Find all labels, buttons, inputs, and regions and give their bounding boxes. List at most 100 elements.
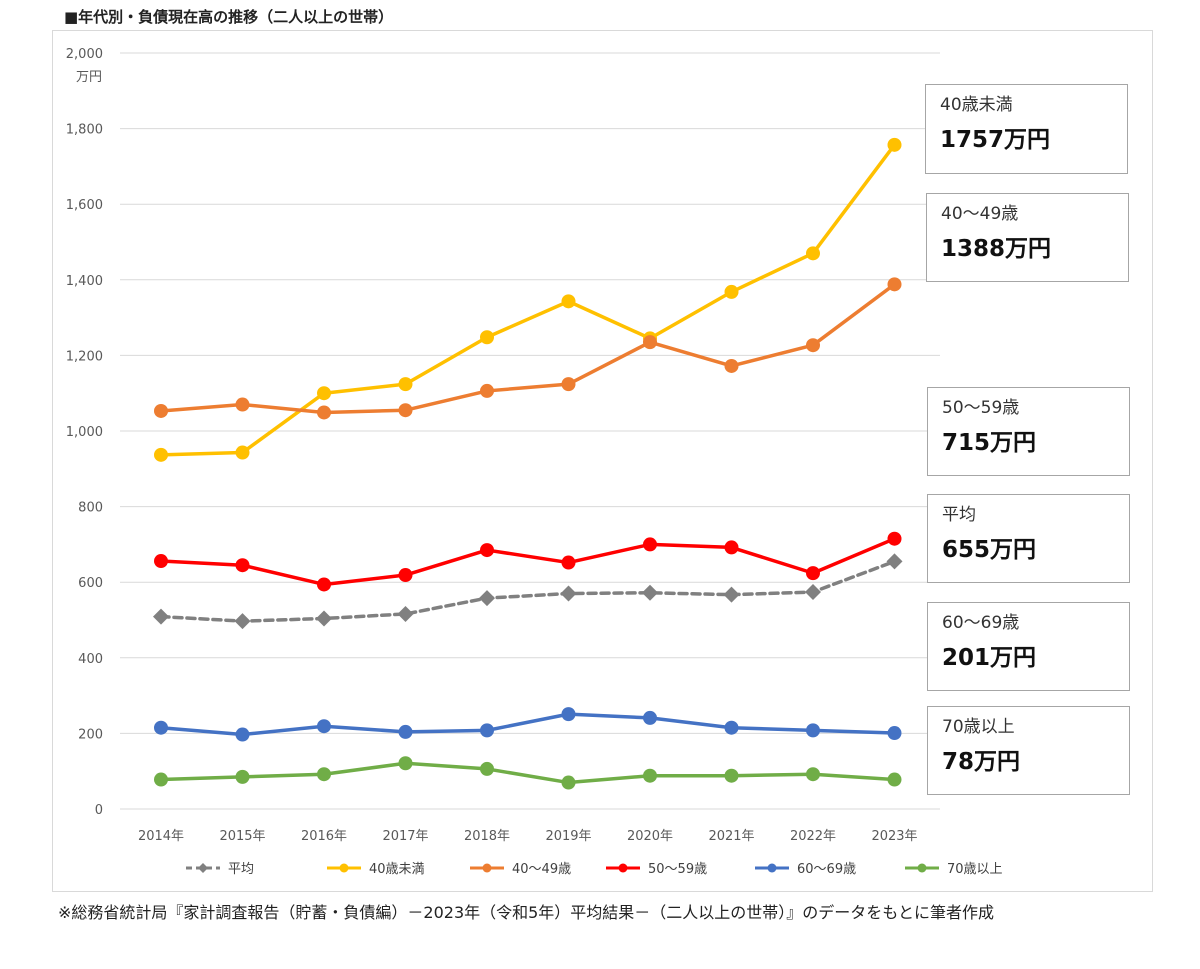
data-point (887, 726, 902, 741)
data-point (317, 386, 331, 401)
callout-60s: 60～69歳 201万円 (927, 602, 1130, 691)
legend-marker (618, 863, 628, 873)
legend-label: 40～49歳 (512, 862, 571, 877)
y-tick-label: 1,200 (66, 349, 103, 364)
data-point (398, 756, 413, 771)
data-point (398, 724, 413, 739)
legend-label: 50～59歳 (648, 862, 707, 877)
callout-label: 平均 (942, 505, 976, 525)
callout-value: 655万円 (942, 537, 1037, 563)
data-point (480, 761, 494, 776)
data-point (235, 769, 250, 784)
data-point (806, 767, 820, 782)
data-point (806, 338, 820, 353)
series-line (159, 282, 897, 415)
y-tick-label: 800 (78, 501, 103, 516)
data-point (724, 720, 739, 735)
x-tick-label: 2023年 (871, 829, 917, 844)
data-point (154, 720, 168, 735)
y-tick-label: 400 (78, 652, 103, 667)
callout-label: 40歳未満 (940, 95, 1013, 115)
data-point (398, 403, 413, 418)
data-point (724, 768, 739, 783)
callout-40s: 40～49歳 1388万円 (926, 193, 1129, 282)
data-point (235, 558, 250, 573)
data-point (316, 610, 332, 627)
callout-label: 60～69歳 (942, 613, 1020, 633)
data-point (724, 358, 739, 373)
legend-item: 40～49歳 (470, 862, 571, 877)
callout-value: 1388万円 (941, 236, 1052, 262)
y-tick-label: 1,400 (66, 274, 103, 289)
y-unit-label: 万円 (76, 70, 102, 85)
x-tick-label: 2015年 (219, 829, 265, 844)
data-point (560, 585, 577, 602)
source-note: ※総務省統計局『家計調査報告（貯蓄・負債編）－2023年（令和5年）平均結果－（… (58, 903, 994, 922)
data-point (561, 377, 576, 392)
data-point (806, 723, 820, 738)
legend-item: 50～59歳 (606, 862, 707, 877)
y-axis: 2,000 1,800 1,600 1,400 1,200 1,000 800 600 400 2… (66, 47, 103, 818)
data-point (561, 294, 576, 309)
series-40歳未満 (154, 137, 902, 462)
legend-item: 70歳以上 (905, 862, 1003, 877)
series-line (159, 761, 897, 785)
callout-under-40: 40歳未満 1757万円 (925, 84, 1128, 174)
data-point (642, 584, 658, 601)
data-point (235, 445, 250, 460)
callout-value: 201万円 (942, 645, 1037, 671)
series-60～69歳 (154, 707, 902, 742)
data-point (805, 584, 821, 601)
legend-label: 平均 (228, 862, 254, 877)
series-40～49歳 (154, 277, 902, 420)
data-point (723, 586, 740, 603)
series-line (159, 536, 897, 587)
legend-item: 40歳未満 (327, 862, 425, 877)
data-point (480, 330, 494, 345)
series-line (159, 143, 897, 457)
series-50～59歳 (154, 531, 902, 592)
chart-title: ■年代別・負債現在高の推移（二人以上の世帯） (64, 8, 394, 26)
data-point (398, 568, 413, 583)
data-point (886, 553, 903, 570)
data-point (561, 707, 576, 722)
data-point (234, 613, 251, 630)
x-tick-label: 2020年 (627, 829, 673, 844)
legend-label: 70歳以上 (947, 862, 1003, 877)
data-point (643, 537, 657, 552)
series-line (159, 712, 897, 737)
data-point (317, 767, 331, 782)
legend: 平均 40歳未満 40～49歳 50～59歳 60～69歳 70歳以上 (186, 862, 1003, 877)
data-point (561, 775, 576, 790)
data-point (154, 447, 168, 462)
callout-value: 715万円 (942, 430, 1037, 456)
y-tick-label: 1,600 (66, 198, 103, 213)
data-point (887, 137, 902, 152)
gridlines (120, 52, 940, 810)
legend-marker (917, 863, 927, 873)
data-point (398, 377, 413, 392)
x-tick-label: 2017年 (382, 829, 428, 844)
callout-50s: 50～59歳 715万円 (927, 387, 1130, 476)
data-point (235, 727, 250, 742)
x-tick-label: 2019年 (545, 829, 591, 844)
legend-label: 40歳未満 (369, 862, 425, 877)
x-axis: 2014年 2015年 2016年 2017年 2018年 2019年 2020年 2021年… (138, 829, 918, 844)
series-平均 (153, 553, 903, 630)
callout-value: 1757万円 (940, 127, 1051, 153)
y-tick-label: 2,000 (66, 47, 103, 62)
data-point (154, 554, 168, 569)
data-point (153, 608, 169, 625)
data-point (724, 540, 739, 555)
x-tick-label: 2018年 (464, 829, 510, 844)
series-layer (153, 137, 903, 790)
data-point (724, 284, 739, 299)
data-point (479, 590, 495, 607)
data-point (480, 723, 494, 738)
y-tick-label: 0 (95, 803, 103, 818)
x-tick-label: 2022年 (790, 829, 836, 844)
data-point (887, 277, 902, 292)
data-point (480, 543, 494, 558)
x-tick-label: 2016年 (301, 829, 347, 844)
